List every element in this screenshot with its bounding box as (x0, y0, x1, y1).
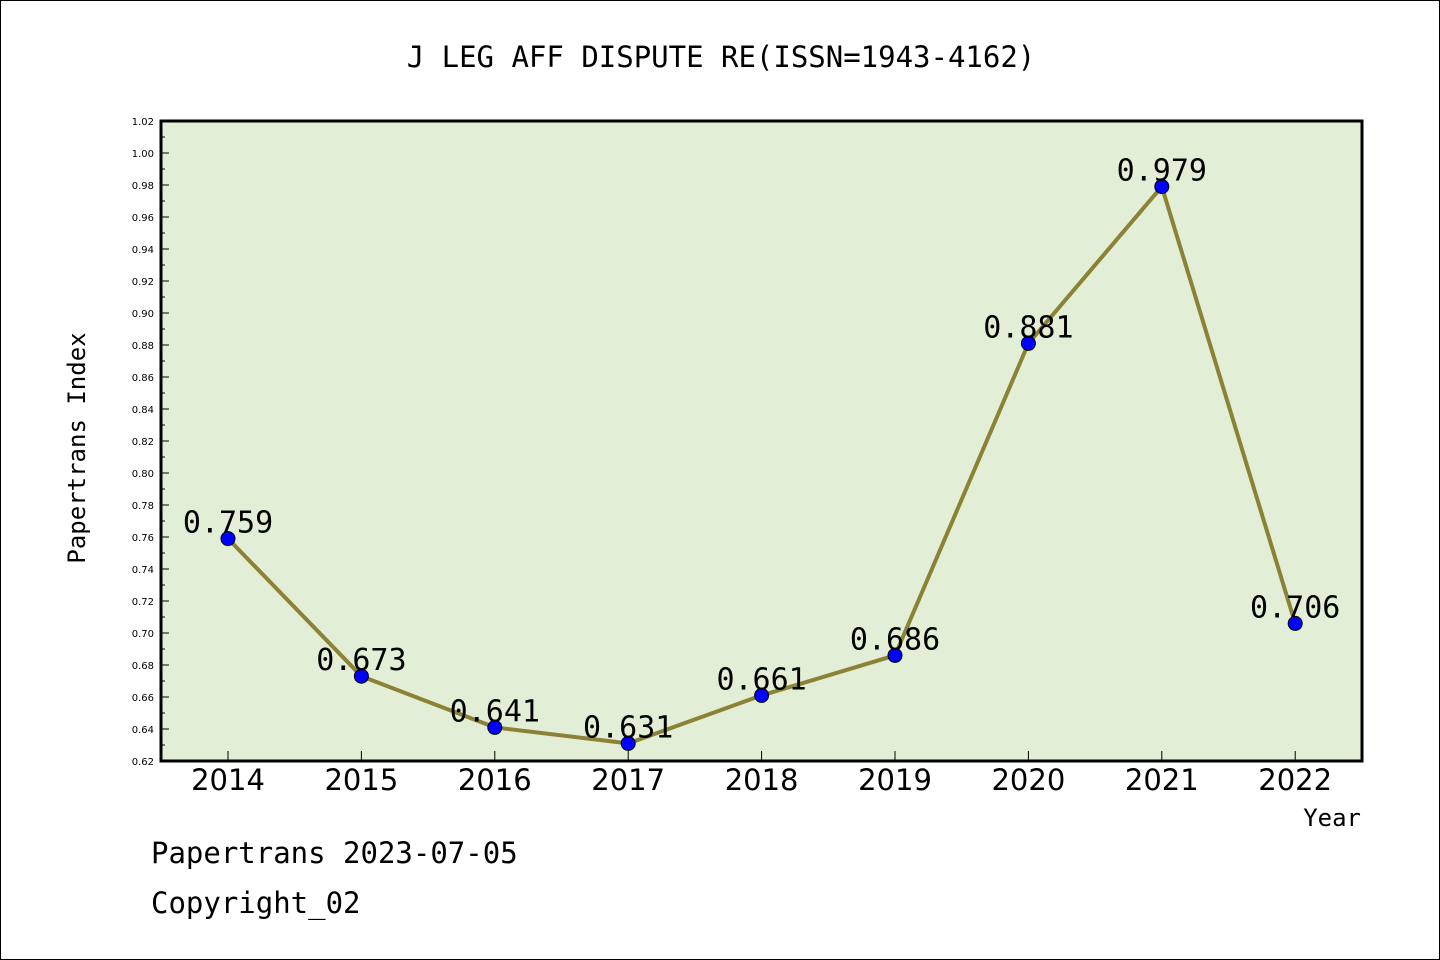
data-point-marker (887, 647, 903, 663)
plot-border (159, 119, 1364, 763)
plot-area (161, 121, 1362, 761)
footer-copyright-text: Copyright_02 (151, 886, 361, 920)
data-point-marker (1154, 179, 1170, 195)
y-tick-label: 0.94 (132, 245, 154, 256)
y-tick-label: 0.96 (132, 213, 154, 224)
x-axis-label: Year (1303, 804, 1361, 832)
data-point-marker (353, 668, 369, 684)
data-point-marker (620, 735, 636, 751)
x-tick-label: 2015 (324, 763, 398, 797)
y-tick-label: 1.00 (132, 149, 154, 160)
data-label: 0.759 (183, 506, 273, 541)
data-point-marker (487, 719, 503, 735)
chart-title: J LEG AFF DISPUTE RE(ISSN=1943-4162) (407, 40, 1036, 74)
x-tick-label: 2014 (191, 763, 265, 797)
x-tick-label: 2017 (591, 763, 665, 797)
data-label: 0.881 (983, 310, 1073, 345)
y-tick-label: 0.76 (132, 533, 154, 544)
data-point-marker (1287, 615, 1303, 631)
data-label: 0.631 (583, 710, 673, 745)
data-label: 0.706 (1250, 590, 1340, 625)
y-tick-label: 0.66 (132, 693, 154, 704)
y-tick-label: 0.86 (132, 373, 154, 384)
series-layer: 0.759 0.673 0.641 0.631 0.661 0.686 0.881 0.979… (183, 154, 1340, 751)
y-tick-label: 0.72 (132, 597, 154, 608)
y-tick-label: 0.78 (132, 501, 154, 512)
data-label: 0.686 (850, 622, 940, 657)
x-tick-label: 2022 (1258, 763, 1332, 797)
x-tick-label: 2020 (991, 763, 1065, 797)
y-tick-label: 0.80 (132, 469, 154, 480)
footer-date-text: Papertrans 2023-07-05 (151, 836, 518, 870)
y-tick-label: 0.68 (132, 661, 154, 672)
x-tick-label: 2018 (725, 763, 799, 797)
data-label: 0.979 (1117, 154, 1207, 189)
y-tick-label: 0.70 (132, 629, 154, 640)
y-tick-label: 1.02 (132, 117, 154, 128)
y-tick-label: 0.88 (132, 341, 154, 352)
y-tick-label: 0.92 (132, 277, 154, 288)
y-axis-label: Papertrans Index (63, 332, 91, 563)
y-tick-label: 0.90 (132, 309, 154, 320)
data-point-marker (754, 687, 770, 703)
y-tick-label: 0.98 (132, 181, 154, 192)
x-tick-label: 2016 (458, 763, 532, 797)
data-label: 0.641 (450, 694, 540, 729)
data-label: 0.673 (316, 643, 406, 678)
x-tick-label: 2019 (858, 763, 932, 797)
y-tick-label: 0.62 (132, 757, 154, 768)
y-tick-label: 0.74 (132, 565, 154, 576)
x-axis-ticks: 2014 2015 2016 2017 2018 2019 2020 2021 2022 (191, 751, 1332, 797)
y-tick-label: 0.64 (132, 725, 154, 736)
data-label: 0.661 (716, 662, 806, 697)
data-point-marker (220, 531, 236, 547)
x-tick-label: 2021 (1125, 763, 1199, 797)
y-tick-label: 0.82 (132, 437, 154, 448)
data-point-marker (1020, 335, 1036, 351)
y-tick-label: 0.84 (132, 405, 154, 416)
